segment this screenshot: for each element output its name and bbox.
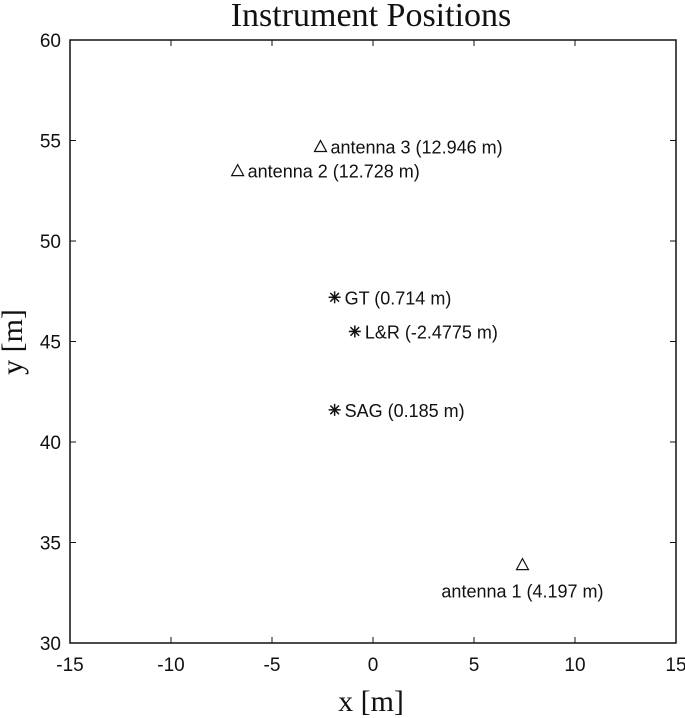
- point-label: GT (0.714 m): [345, 288, 452, 308]
- data-point: antenna 2 (12.728 m): [230, 162, 420, 182]
- data-point: L&R (-2.4775 m): [348, 322, 498, 342]
- asterisk-marker: [348, 325, 361, 338]
- x-axis: -15 -10 -5 0 5 10 15: [56, 40, 685, 676]
- triangle-marker: [230, 163, 245, 177]
- y-tick-label: 60: [40, 31, 61, 52]
- triangle-marker: [515, 557, 530, 571]
- chart-title: Instrument Positions: [231, 0, 512, 34]
- x-tick-label: -5: [264, 655, 281, 676]
- point-label: antenna 2 (12.728 m): [248, 162, 420, 182]
- y-axis-label: y [m]: [0, 309, 29, 375]
- triangle-marker: [313, 139, 328, 153]
- x-tick-label: 5: [469, 655, 480, 676]
- point-label: antenna 1 (4.197 m): [441, 582, 603, 602]
- y-tick-label: 45: [40, 333, 61, 354]
- x-tick-label: -10: [157, 655, 184, 676]
- x-tick-label: 0: [368, 655, 379, 676]
- y-tick-label: 55: [40, 132, 61, 153]
- data-point: GT (0.714 m): [328, 288, 452, 308]
- asterisk-marker: [328, 291, 341, 304]
- point-label: antenna 3 (12.946 m): [330, 138, 502, 158]
- y-tick-label: 40: [40, 433, 61, 454]
- x-axis-label: x [m]: [338, 685, 404, 718]
- plot-area: [69, 39, 677, 644]
- data-point: SAG (0.185 m): [328, 401, 465, 421]
- point-label: L&R (-2.4775 m): [365, 322, 498, 342]
- point-label: SAG (0.185 m): [345, 401, 465, 421]
- data-point: antenna 3 (12.946 m): [313, 138, 503, 158]
- x-tick-label: 15: [665, 655, 685, 676]
- asterisk-marker: [328, 403, 341, 416]
- y-tick-label: 30: [40, 634, 61, 655]
- x-tick-label: -15: [56, 655, 83, 676]
- y-tick-label: 50: [40, 232, 61, 253]
- y-tick-label: 35: [40, 534, 61, 555]
- data-point: antenna 1 (4.197 m): [441, 557, 604, 602]
- y-axis: 30 35 40 45 50 55 60: [40, 31, 676, 655]
- data-points: antenna 1 (4.197 m) antenna 2 (12.728 m) a…: [230, 138, 604, 602]
- x-tick-label: 10: [564, 655, 585, 676]
